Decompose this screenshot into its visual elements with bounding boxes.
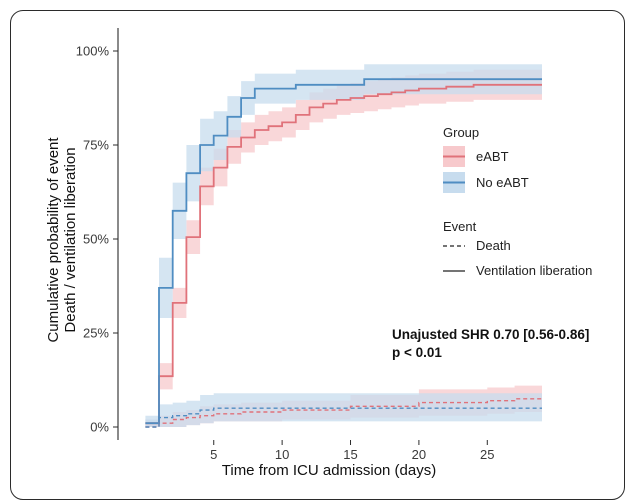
chart: 0% 25% 50% 75% 100% 5 10 15 20 25 Time from ICU … [45,28,592,479]
y-tick-label: 0% [90,420,109,435]
x-tick-label: 10 [275,447,289,462]
x-tick-label: 5 [210,447,217,462]
x-tick-label: 15 [343,447,357,462]
y-tick-label: 75% [83,138,109,153]
series-lines [145,78,543,428]
legend: Group eABT No eABT Event Death Ventilati… [443,125,592,278]
y-tick-label: 50% [83,232,109,247]
band-no-eabt-death [145,393,542,427]
y-tick-label: 25% [83,326,109,341]
line-eabt-ventilation-liberation [145,83,542,425]
legend-label-death: Death [476,238,511,253]
y-axis-title-line2: Death / ventilation liberation [62,147,79,332]
annotation-shr: Unajusted SHR 0.70 [0.56-0.86] [392,327,589,342]
annotation-p-value: p < 0.01 [392,345,442,360]
x-tick-label: 20 [412,447,426,462]
legend-event-title: Event [443,219,477,234]
line-no-eabt-ventilation-liberation [145,78,542,425]
confidence-bands [145,64,542,428]
x-tick-label: 25 [480,447,494,462]
legend-label-eabt: eABT [476,149,509,164]
x-ticks: 5 10 15 20 25 [210,440,495,462]
y-ticks: 0% 25% 50% 75% 100% [76,44,118,435]
y-tick-label: 100% [76,44,110,59]
legend-label-ventilation: Ventilation liberation [476,263,592,278]
legend-label-no-eabt: No eABT [476,175,529,190]
legend-group-title: Group [443,125,479,140]
x-axis-title: Time from ICU admission (days) [222,462,436,479]
y-axis-title-line1: Cumulative probability of event [45,137,62,343]
